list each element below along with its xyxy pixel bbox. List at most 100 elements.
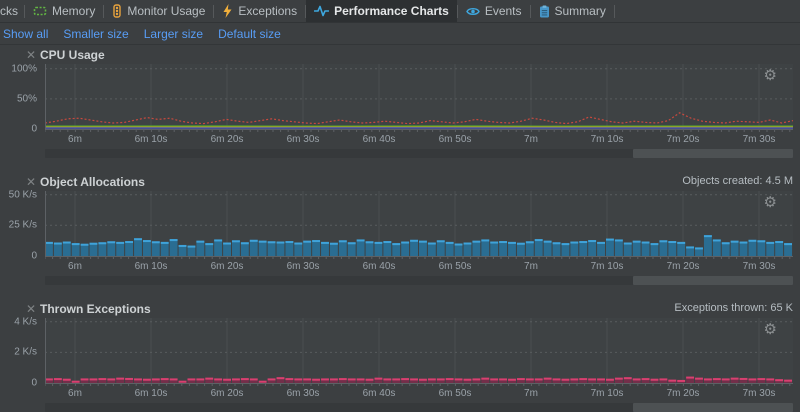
- scrollbar-thumb[interactable]: [633, 403, 793, 412]
- tab-label: Summary: [554, 4, 606, 18]
- x-axis-tick-label: 7m 30s: [742, 388, 776, 399]
- x-axis-tick-label: 6m 10s: [134, 388, 168, 399]
- tab-exceptions[interactable]: Exceptions: [214, 0, 305, 22]
- tab-label: Memory: [52, 4, 96, 18]
- x-axis-tick-label: 7m 10s: [590, 134, 624, 145]
- tab-separator: [305, 4, 307, 18]
- y-axis-tick-label: 0: [31, 123, 37, 135]
- tab-label: Performance Charts: [334, 4, 449, 18]
- object-allocations-panel: ✕ Object Allocations Objects created: 4.…: [0, 173, 800, 285]
- x-axis-tick-label: 6m 50s: [438, 261, 472, 272]
- memory-icon: [33, 5, 47, 17]
- tab-truncated[interactable]: cks: [0, 4, 18, 18]
- chart-scrollbar[interactable]: [45, 276, 793, 285]
- smaller-size-link[interactable]: Smaller size: [63, 26, 129, 41]
- panel-title: Thrown Exceptions: [40, 302, 151, 316]
- tab-separator: [103, 4, 105, 18]
- x-axis-tick-label: 7m 20s: [666, 134, 700, 145]
- y-axis-tick-label: 0: [31, 250, 37, 262]
- x-axis-tick-label: 6m 10s: [134, 261, 168, 272]
- cpu-usage-panel: ✕ CPU Usage 100% 50% 0 ⚙ 6m 6m 10s 6m 20s 6m …: [0, 46, 800, 158]
- y-axis-tick-label: 50%: [16, 93, 37, 105]
- panel-title: CPU Usage: [40, 48, 105, 62]
- y-axis-labels: 4 K/s 2 K/s 0: [0, 316, 41, 389]
- panel-title: Object Allocations: [40, 175, 145, 189]
- x-axis-tick-label: 6m 50s: [438, 388, 472, 399]
- x-axis-tick-label: 6m 20s: [210, 134, 244, 145]
- y-axis-labels: 50 K/s 25 K/s 0: [0, 189, 41, 262]
- panel-header: ✕ Thrown Exceptions Exceptions thrown: 6…: [0, 300, 800, 318]
- x-axis-tick-label: 7m 10s: [590, 388, 624, 399]
- thrown-exceptions-panel: ✕ Thrown Exceptions Exceptions thrown: 6…: [0, 300, 800, 412]
- y-axis-tick-label: 0: [31, 377, 37, 389]
- x-axis-tick-label: 6m 30s: [286, 261, 320, 272]
- performance-charts-icon: [314, 4, 330, 18]
- tab-memory[interactable]: Memory: [25, 0, 103, 22]
- object-allocations-chart[interactable]: ⚙: [45, 191, 793, 261]
- x-axis-tick-label: 7m 30s: [742, 134, 776, 145]
- x-axis-tick-label: 7m: [524, 388, 538, 399]
- tab-monitor-usage[interactable]: Monitor Usage: [104, 0, 213, 22]
- x-axis-tick-label: 7m: [524, 261, 538, 272]
- panel-header: ✕ Object Allocations Objects created: 4.…: [0, 173, 800, 191]
- scrollbar-thumb[interactable]: [633, 276, 793, 285]
- y-axis-tick-label: 100%: [11, 63, 37, 75]
- chart-scrollbar[interactable]: [45, 149, 793, 158]
- close-icon[interactable]: ✕: [25, 48, 37, 62]
- tab-separator: [529, 4, 531, 18]
- gear-icon[interactable]: ⚙: [763, 66, 777, 84]
- x-axis-tick-label: 6m 20s: [210, 261, 244, 272]
- tab-label: Exceptions: [238, 4, 298, 18]
- panel-header: ✕ CPU Usage: [0, 46, 800, 64]
- chart-scrollbar[interactable]: [45, 403, 793, 412]
- x-axis-tick-label: 6m: [68, 261, 82, 272]
- scrollbar-thumb[interactable]: [633, 149, 793, 158]
- x-axis-tick-label: 6m 40s: [362, 388, 396, 399]
- larger-size-link[interactable]: Larger size: [143, 26, 204, 41]
- chart-size-toolbar: Show all Smaller size Larger size Defaul…: [0, 23, 800, 45]
- x-axis-labels: 6m 6m 10s 6m 20s 6m 30s 6m 40s 6m 50s 7m 7m 10s…: [0, 134, 800, 147]
- gear-icon[interactable]: ⚙: [763, 193, 777, 211]
- tab-summary[interactable]: Summary: [531, 0, 614, 22]
- summary-icon: [539, 5, 550, 18]
- y-axis-tick-label: 4 K/s: [14, 316, 37, 328]
- tab-label: Events: [484, 4, 522, 18]
- monitor-usage-icon: [112, 4, 122, 18]
- x-axis-tick-label: 7m 20s: [666, 261, 700, 272]
- x-axis-tick-label: 6m 30s: [286, 134, 320, 145]
- y-axis-tick-label: 50 K/s: [8, 189, 37, 201]
- tab-bar: cks Memory Monitor Usage Exceptions Perf…: [0, 0, 800, 23]
- x-axis-tick-label: 6m 30s: [286, 388, 320, 399]
- exceptions-icon: [222, 4, 233, 18]
- default-size-link[interactable]: Default size: [218, 26, 281, 41]
- close-icon[interactable]: ✕: [25, 302, 37, 316]
- tab-separator: [24, 4, 25, 18]
- y-axis-tick-label: 25 K/s: [8, 219, 37, 231]
- tab-separator: [456, 4, 458, 18]
- cpu-usage-chart[interactable]: ⚙: [45, 64, 793, 134]
- x-axis-tick-label: 6m 10s: [134, 134, 168, 145]
- tab-separator: [213, 4, 215, 18]
- panel-info: Exceptions thrown: 65 K: [674, 302, 793, 314]
- tab-events[interactable]: Events: [458, 0, 530, 22]
- x-axis-tick-label: 7m 20s: [666, 388, 700, 399]
- chart-row: 4 K/s 2 K/s 0 ⚙: [0, 316, 800, 389]
- tab-performance-charts[interactable]: Performance Charts: [306, 0, 457, 22]
- gear-icon[interactable]: ⚙: [763, 320, 777, 338]
- events-icon: [466, 6, 480, 17]
- x-axis-labels: 6m 6m 10s 6m 20s 6m 30s 6m 40s 6m 50s 7m 7m 10s…: [0, 388, 800, 401]
- x-axis-tick-label: 7m 10s: [590, 261, 624, 272]
- thrown-exceptions-chart[interactable]: ⚙: [45, 318, 793, 388]
- chart-row: 50 K/s 25 K/s 0 ⚙: [0, 189, 800, 262]
- x-axis-tick-label: 6m: [68, 134, 82, 145]
- x-axis-tick-label: 7m 30s: [742, 261, 776, 272]
- close-icon[interactable]: ✕: [25, 175, 37, 189]
- x-axis-labels: 6m 6m 10s 6m 20s 6m 30s 6m 40s 6m 50s 7m 7m 10s…: [0, 261, 800, 274]
- x-axis-tick-label: 6m 50s: [438, 134, 472, 145]
- show-all-link[interactable]: Show all: [3, 26, 49, 41]
- tab-separator: [613, 4, 615, 18]
- x-axis-tick-label: 6m 40s: [362, 134, 396, 145]
- panel-info: Objects created: 4.5 M: [682, 175, 793, 187]
- x-axis-tick-label: 7m: [524, 134, 538, 145]
- chart-row: 100% 50% 0 ⚙: [0, 63, 800, 135]
